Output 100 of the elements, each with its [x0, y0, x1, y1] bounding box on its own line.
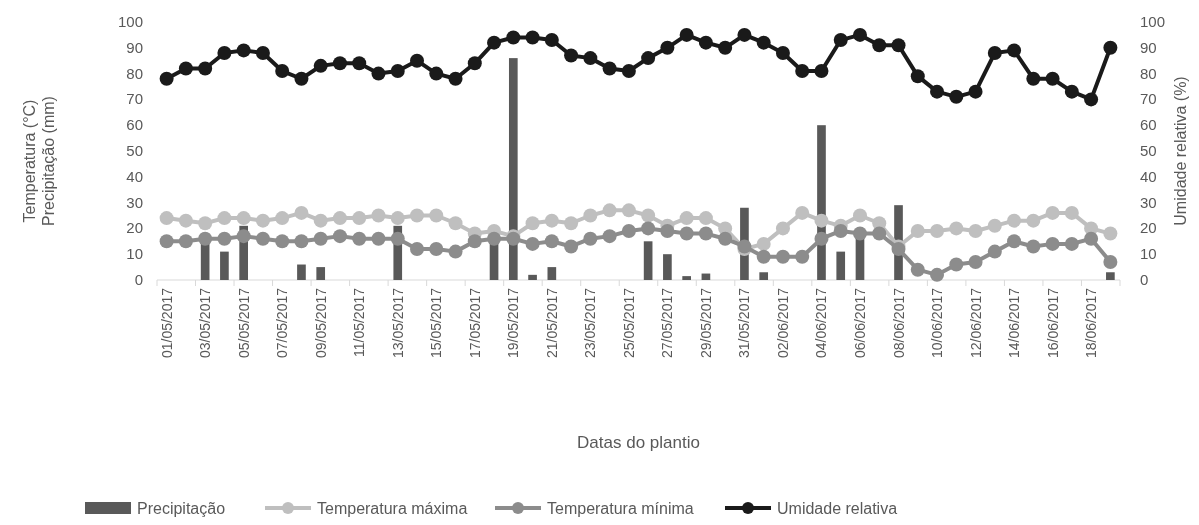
point — [1045, 71, 1060, 86]
point — [1045, 236, 1060, 251]
bar — [528, 274, 537, 280]
point — [583, 231, 598, 246]
y2-tick-label: 80 — [1140, 64, 1157, 82]
point — [525, 236, 540, 251]
y2-tick-label: 70 — [1140, 90, 1157, 108]
point — [255, 45, 270, 60]
point — [621, 223, 636, 238]
y2-tick-label: 90 — [1140, 38, 1157, 56]
point — [987, 45, 1002, 60]
x-tick-label: 25/05/2017 — [620, 287, 637, 359]
point — [448, 244, 463, 259]
point — [987, 244, 1002, 259]
x-tick-label: 01/05/2017 — [158, 287, 175, 359]
point — [698, 35, 713, 50]
point — [1026, 71, 1041, 86]
y2-tick-label: 30 — [1140, 193, 1157, 211]
point — [410, 242, 425, 257]
bar — [220, 251, 229, 280]
x-tick-label: 23/05/2017 — [582, 287, 599, 359]
x-tick-label: 21/05/2017 — [543, 287, 560, 359]
point — [467, 234, 482, 249]
point — [602, 203, 617, 218]
point — [833, 223, 848, 238]
point — [1045, 205, 1060, 220]
y-tick-label: 100 — [117, 13, 143, 30]
point — [641, 208, 656, 223]
y-tick-label: 30 — [126, 193, 143, 211]
point — [1084, 92, 1099, 107]
x-tick-label: 18/06/2017 — [1083, 287, 1100, 359]
point — [236, 211, 251, 226]
point — [294, 234, 309, 249]
point — [564, 239, 579, 254]
point — [313, 213, 328, 228]
point — [737, 27, 752, 42]
bar — [836, 251, 846, 280]
point — [371, 208, 386, 223]
bar — [1106, 272, 1115, 280]
point — [159, 211, 174, 226]
x-tick-label: 08/06/2017 — [890, 287, 907, 359]
point — [525, 30, 540, 45]
x-tick-label: 04/06/2017 — [813, 287, 830, 359]
point — [371, 231, 386, 246]
point — [1007, 234, 1022, 249]
legend-label: Umidade relativa — [777, 500, 898, 517]
point — [275, 64, 290, 79]
point — [1064, 205, 1079, 220]
y-axis-title: Temperatura (°C) Precipitação (mm) — [21, 96, 57, 226]
x-tick-label: 15/05/2017 — [428, 287, 445, 359]
point — [814, 231, 829, 246]
point — [294, 205, 309, 220]
point — [487, 231, 502, 246]
point — [930, 267, 945, 282]
point — [814, 64, 829, 79]
point — [968, 223, 983, 238]
y-tick-label: 20 — [126, 219, 143, 237]
point — [1103, 254, 1118, 269]
point — [275, 234, 290, 249]
bar — [682, 276, 691, 280]
bar — [759, 272, 769, 280]
point — [313, 58, 328, 73]
y-tick-label: 0 — [134, 271, 143, 288]
point — [833, 33, 848, 48]
point — [852, 27, 867, 42]
point — [795, 64, 810, 79]
bar — [643, 241, 653, 280]
bar — [316, 267, 326, 280]
point — [718, 40, 733, 55]
point — [217, 211, 232, 226]
point — [544, 234, 559, 249]
point — [410, 53, 425, 68]
x-tick-label: 06/06/2017 — [851, 287, 868, 359]
point — [429, 66, 444, 81]
point — [410, 208, 425, 223]
point — [467, 56, 482, 71]
y2-tick-label: 100 — [1140, 13, 1166, 30]
point — [1007, 213, 1022, 228]
point — [178, 213, 193, 228]
point — [1064, 84, 1079, 99]
point — [910, 262, 925, 277]
point — [255, 231, 270, 246]
point — [949, 257, 964, 272]
point — [448, 216, 463, 231]
x-tick-label: 13/05/2017 — [389, 287, 406, 359]
x-tick-label: 11/05/2017 — [351, 287, 368, 358]
point — [1007, 43, 1022, 58]
x-tick-label: 16/06/2017 — [1044, 287, 1061, 359]
point — [718, 231, 733, 246]
x-tick-label: 29/05/2017 — [697, 287, 714, 359]
point — [544, 33, 559, 48]
x-tick-label: 19/05/2017 — [505, 287, 522, 359]
bar — [855, 238, 865, 280]
point — [910, 223, 925, 238]
point — [178, 234, 193, 249]
point — [1084, 231, 1099, 246]
y2-tick-label: 50 — [1140, 142, 1157, 159]
point — [852, 208, 867, 223]
point — [390, 211, 405, 226]
point — [583, 51, 598, 66]
